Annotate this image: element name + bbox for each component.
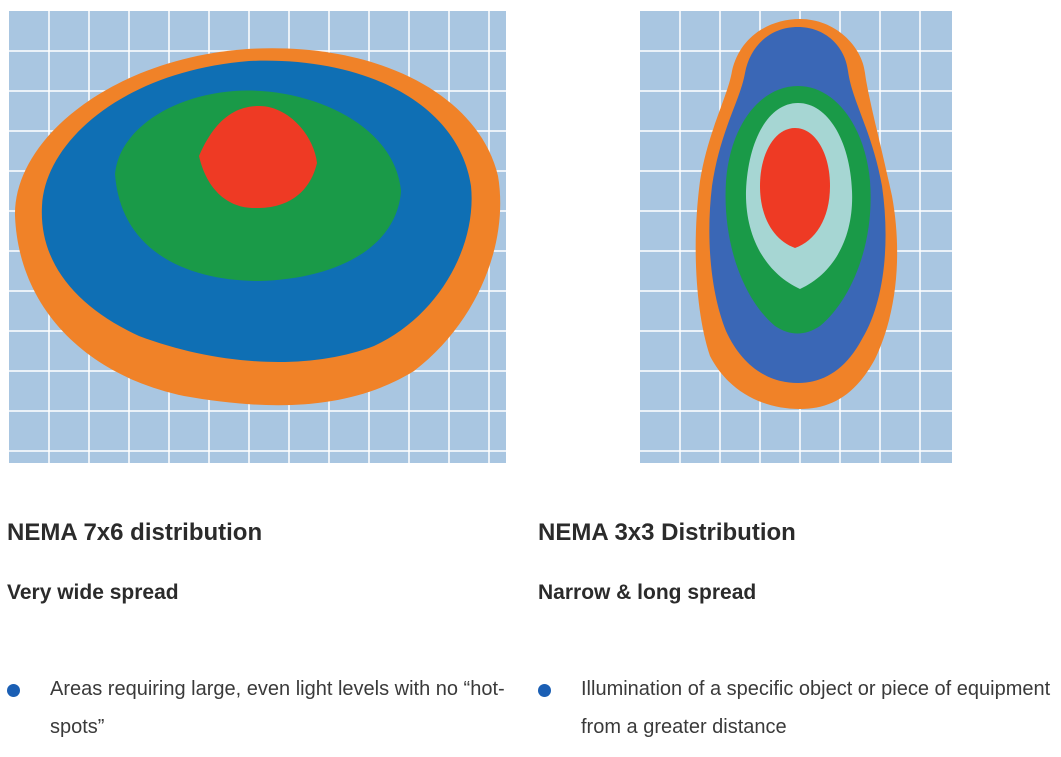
- right-title: NEMA 3x3 Distribution: [538, 519, 796, 546]
- left-subtitle: Very wide spread: [7, 581, 179, 604]
- left-bullet-item: Areas requiring large, even light levels…: [7, 670, 527, 746]
- right-bullet-item: Illumination of a specific object or pie…: [538, 670, 1058, 746]
- nema-7x6-distribution-diagram: [9, 11, 506, 463]
- left-bullet-text: Areas requiring large, even light levels…: [50, 678, 505, 738]
- left-title: NEMA 7x6 distribution: [7, 519, 263, 546]
- right-subtitle: Narrow & long spread: [538, 581, 757, 604]
- red-zone: [760, 128, 830, 248]
- nema-3x3-distribution-diagram: [640, 11, 952, 463]
- red-zone: [199, 106, 317, 209]
- bullet-dot-icon: [538, 684, 551, 697]
- bullet-dot-icon: [7, 684, 20, 697]
- right-bullet-text: Illumination of a specific object or pie…: [581, 678, 1051, 738]
